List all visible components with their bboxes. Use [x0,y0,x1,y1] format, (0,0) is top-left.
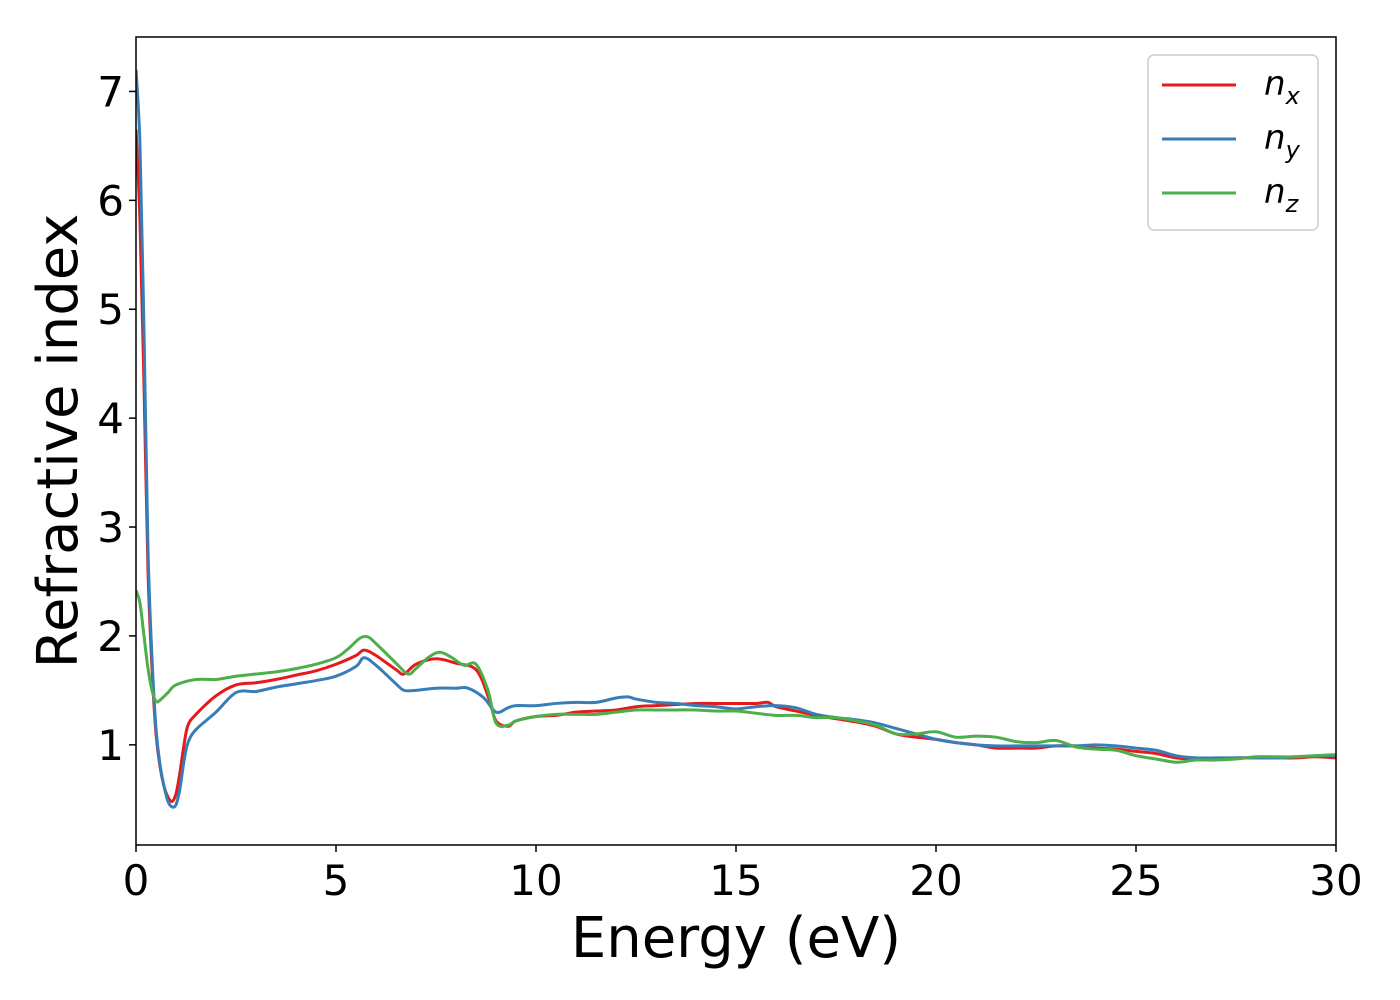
axis-ticks: 0 5 10 15 20 25 30 1 2 3 4 5 6 7 [97,67,1362,905]
y-tick-label: 5 [97,285,124,334]
y-tick-label: 1 [97,721,124,770]
legend-box [1147,54,1319,231]
y-axis-label: Refractive index [26,214,91,669]
x-axis-label: Energy (eV) [571,906,901,971]
x-tick-label: 5 [323,856,350,905]
y-tick-label: 4 [97,394,124,443]
legend: nx ny nz [1147,54,1319,231]
legend-label-y: ny [1264,118,1301,164]
x-tick-label: 15 [709,856,762,905]
series-line-z [136,589,1336,764]
plot-area [136,69,1336,809]
y-tick-label: 3 [97,503,124,552]
y-tick-label: 7 [97,67,124,116]
y-tick-label: 6 [97,176,124,225]
x-tick-label: 30 [1309,856,1362,905]
x-tick-label: 0 [123,856,150,905]
x-tick-label: 10 [509,856,562,905]
x-tick-label: 20 [909,856,962,905]
x-tick-label: 25 [1109,856,1162,905]
y-tick-label: 2 [97,612,124,661]
legend-label-z: nz [1264,172,1300,218]
legend-label-x: nx [1264,64,1301,110]
